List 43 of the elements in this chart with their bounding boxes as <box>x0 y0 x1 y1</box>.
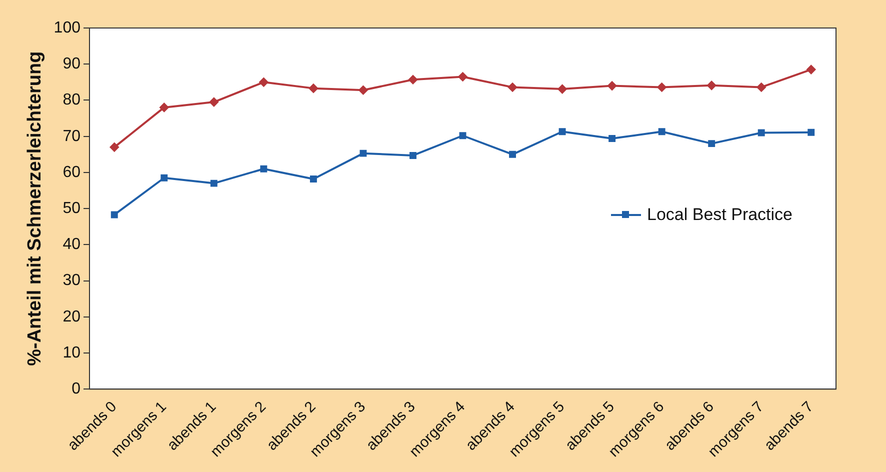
y-tick-label: 70 <box>62 128 81 145</box>
point <box>259 78 268 87</box>
y-axis-title: %-Anteil mit Schmerzerleichterung <box>24 51 46 366</box>
point <box>209 98 218 107</box>
point <box>260 165 268 172</box>
point <box>707 80 716 90</box>
point <box>558 128 566 136</box>
point <box>358 86 368 95</box>
point <box>459 132 466 140</box>
point <box>410 152 416 159</box>
point <box>608 81 617 90</box>
y-tick-label: 60 <box>62 164 81 181</box>
point <box>308 84 318 93</box>
y-tick-label: 20 <box>62 308 81 326</box>
point <box>408 75 418 84</box>
point <box>508 82 518 92</box>
point <box>558 84 567 94</box>
y-tick-label: 50 <box>62 200 81 217</box>
point <box>509 150 516 158</box>
y-tick-label: 10 <box>62 344 81 362</box>
y-tick-label: 80 <box>62 92 81 109</box>
point <box>756 82 766 92</box>
point <box>808 128 815 136</box>
point <box>758 129 765 136</box>
point <box>310 175 317 182</box>
point <box>210 180 218 187</box>
point <box>160 102 169 112</box>
y-tick-label: 90 <box>62 56 81 73</box>
point <box>658 128 666 136</box>
point <box>458 72 468 82</box>
point <box>657 82 666 92</box>
y-tick-label: 30 <box>62 272 81 290</box>
point <box>160 174 168 182</box>
y-tick-label: 40 <box>62 236 81 254</box>
point <box>110 211 118 218</box>
legend-label: Local Best Practice <box>647 204 793 225</box>
point <box>608 135 616 142</box>
point <box>360 150 367 157</box>
y-tick-label: 0 <box>72 380 81 398</box>
point <box>110 142 119 152</box>
y-tick-label: 100 <box>54 19 81 36</box>
point <box>806 65 816 74</box>
point <box>708 140 716 148</box>
